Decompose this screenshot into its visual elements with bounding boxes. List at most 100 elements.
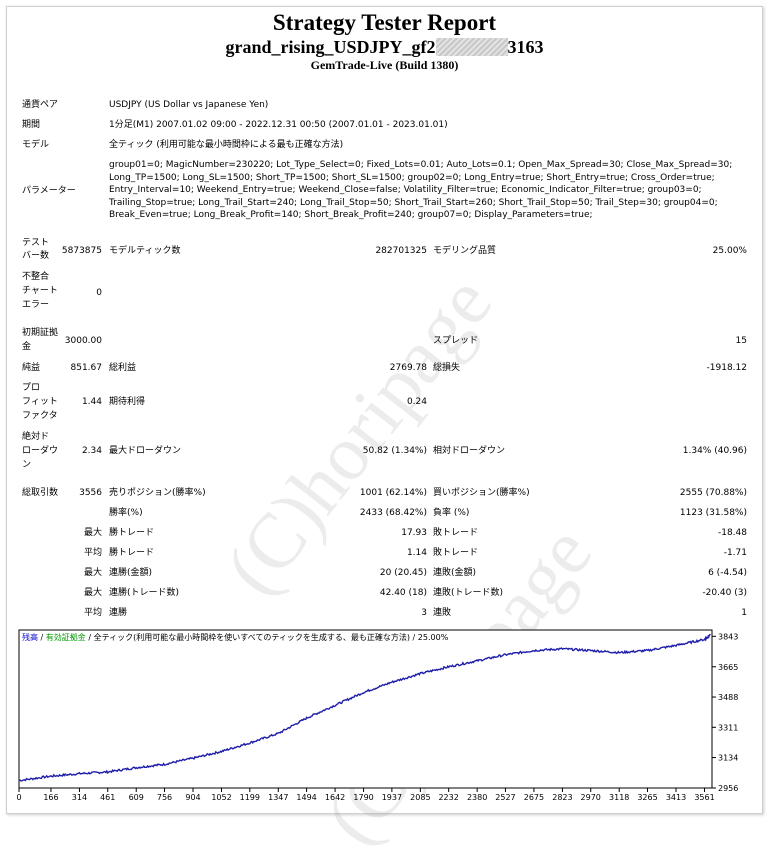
long-pos-value: 2555 (70.88%): [679, 488, 747, 498]
x-tick-label-0: 0: [16, 793, 21, 802]
x-tick-label-8: 1199: [240, 793, 260, 802]
legend-item-1: /: [40, 633, 46, 642]
absdd-label-3: ン: [22, 460, 32, 470]
max-loss-label: 敗トレード: [433, 528, 479, 538]
x-tick-label-21: 3118: [609, 793, 629, 802]
avg-loss-streak-value: 1: [741, 608, 747, 618]
consec-loss-cnt-label: 連敗(トレード数): [433, 588, 504, 598]
total-trades-label: 総取引数: [22, 488, 59, 498]
x-tick-label-2: 314: [72, 793, 87, 802]
deposit-value: 3000.00: [64, 336, 102, 346]
x-tick-label-19: 2823: [552, 793, 572, 802]
maxdd-value: 50.82 (1.34%): [362, 446, 427, 456]
max-win-value: 17.93: [401, 528, 427, 538]
model-quality-label: モデリング品質: [433, 246, 497, 256]
x-tick-label-4: 609: [129, 793, 144, 802]
avg-label: 平均: [83, 548, 102, 558]
x-tick-label-20: 2970: [581, 793, 601, 802]
period-value: 1分足(M1) 2007.01.02 09:00 - 2022.12.31 00…: [109, 120, 448, 130]
redacted-block: [435, 38, 508, 56]
absdd-label-1: 絶対ド: [22, 432, 50, 442]
mismatch-label-1: 不整合: [22, 272, 50, 282]
reldd-label: 相対ドローダウン: [433, 446, 506, 456]
pf-label-3: ファクタ: [22, 411, 58, 421]
expected-value: 0.24: [406, 397, 427, 407]
plot-area: [18, 629, 713, 789]
x-tick-label-23: 3413: [666, 793, 686, 802]
net-label: 純益: [22, 363, 41, 373]
x-tick-label-3: 461: [100, 793, 115, 802]
period-label: 期間: [22, 120, 41, 130]
legend-item-0: 残高: [22, 633, 41, 642]
consec-win-cnt-value: 42.40 (18): [379, 588, 427, 598]
avg-win-streak-value: 3: [421, 608, 427, 618]
params-label: パラメーター: [22, 186, 76, 196]
params-value: group01=0; MagicNumber=230220; Lot_Type_…: [109, 160, 733, 221]
y-tick-label-5: 3843: [718, 632, 738, 641]
mismatch-label-2: チャート: [22, 286, 58, 296]
model-value: 全ティック (利用可能な最小時間枠による最も正確な方法): [109, 140, 344, 150]
test-bars-value: 5873875: [61, 246, 102, 256]
balance-chart-svg: 2956 3134 3311 3488 3665 3843 0 166 314 461 609 756…: [16, 629, 738, 802]
x-tick-label-17: 2527: [495, 793, 515, 802]
max-loss-value: -18.48: [717, 528, 747, 538]
spread-label: スプレッド: [433, 336, 479, 346]
avg-win-label: 勝トレード: [109, 548, 155, 558]
short-pos-value: 1001 (62.14%): [359, 488, 427, 498]
mismatch-value: 0: [96, 288, 102, 298]
pf-label-2: フィット: [22, 397, 58, 407]
model-quality-value: 25.00%: [712, 246, 747, 256]
y-tick-label-1: 3134: [718, 754, 738, 763]
absdd-value: 2.34: [81, 446, 102, 456]
avg-win-value: 1.14: [406, 548, 427, 558]
avg-label-2: 平均: [83, 608, 102, 618]
legend-item-2: 有効証拠金: [45, 633, 89, 642]
deposit-label-2: 金: [22, 342, 32, 352]
test-bars-label-1: テスト: [22, 238, 50, 248]
ea-name-suffix: 3163: [507, 37, 544, 57]
server-build: GemTrade-Live (Build 1380): [310, 58, 459, 72]
model-ticks-label: モデルティック数: [109, 246, 181, 256]
legend-item-4: 全ティック(利用可能な最小時間枠を使いすべてのティックを生成する、最も正確な方法…: [93, 633, 413, 642]
net-value: 851.67: [70, 363, 103, 373]
short-pos-label: 売りポジション(勝率%): [109, 488, 206, 498]
deposit-label-1: 初期証拠: [22, 328, 59, 338]
x-tick-label-6: 904: [185, 793, 200, 802]
x-tick-label-12: 1790: [353, 793, 373, 802]
win-rate-value: 2433 (68.42%): [359, 508, 427, 518]
absdd-label-2: ローダウ: [22, 446, 59, 456]
x-tick-label-5: 756: [157, 793, 172, 802]
y-tick-label-2: 3311: [718, 723, 738, 732]
consec-win-amt-value: 20 (20.45): [379, 568, 427, 578]
x-tick-label-7: 1052: [211, 793, 231, 802]
max-label: 最大: [83, 528, 102, 538]
consec-win-amt-label: 連勝(金額): [109, 568, 153, 578]
pair-label: 通貨ペア: [22, 100, 59, 110]
expected-label: 期待利得: [109, 397, 146, 407]
y-tick-label-0: 2956: [718, 784, 738, 793]
spread-value: 15: [735, 336, 747, 346]
report-frame: [6, 6, 763, 814]
consec-loss-amt-value: 6 (-4.54): [708, 568, 747, 578]
x-tick-label-1: 166: [43, 793, 58, 802]
loss-streak-label: 連敗: [433, 608, 452, 618]
long-pos-label: 買いポジション(勝率%): [433, 488, 530, 498]
legend-item-6: 25.00%: [417, 633, 449, 642]
gross-profit-label: 総利益: [109, 363, 137, 373]
chart-legend: 残高 / 有効証拠金 / 全ティック(利用可能な最小時間枠を使いすべてのティック…: [22, 632, 448, 643]
consec-loss-amt-label: 連敗(金額): [433, 568, 477, 578]
pair-value: USDJPY (US Dollar vs Japanese Yen): [109, 100, 269, 110]
pf-value: 1.44: [81, 397, 102, 407]
x-tick-label-10: 1494: [296, 793, 316, 802]
gross-loss-value: -1918.12: [706, 363, 747, 373]
max-win-label: 勝トレード: [109, 528, 155, 538]
x-tick-label-13: 1937: [382, 793, 402, 802]
x-tick-label-24: 3561: [694, 793, 714, 802]
report-title: Strategy Tester Report: [272, 10, 497, 35]
consec-loss-cnt-value: -20.40 (3): [702, 588, 747, 598]
reldd-value: 1.34% (40.96): [682, 446, 747, 456]
ea-name: grand_rising_USDJPY_gf2 3163: [0, 37, 769, 58]
balance-line: [18, 633, 711, 782]
max-label-2: 最大: [83, 568, 102, 578]
win-streak-label: 連勝: [109, 608, 128, 618]
